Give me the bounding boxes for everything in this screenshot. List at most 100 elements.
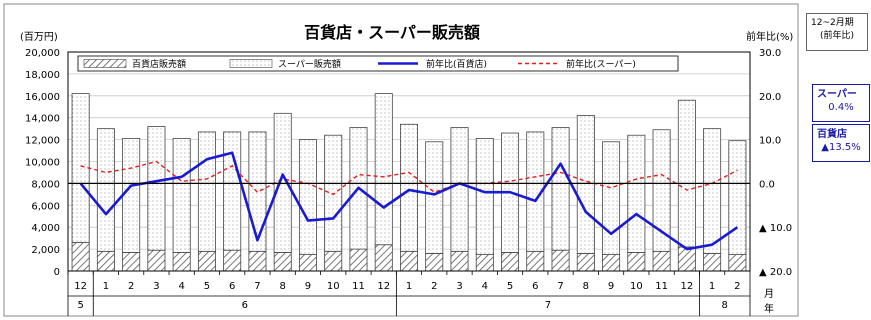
right-tick-label: ▲ 20.0 [759,267,792,278]
month-tick-label: 1 [103,281,109,292]
bar-super [147,126,166,251]
year-unit-label: 年 [764,302,774,315]
bar-super [223,131,242,251]
right-axis-unit: 前年比(%) [746,30,793,43]
month-tick-label: 12 [680,281,693,292]
bar-super [475,138,494,255]
bar-super [298,139,317,255]
bar-dept [450,250,469,272]
left-tick-label: 10,000 [25,158,60,169]
bar-super [677,99,696,248]
bar-super [324,134,343,252]
super-yoy-value: 0.4% [828,102,854,113]
month-unit-label: 月 [764,288,774,300]
bar-super [96,128,115,252]
left-tick-label: 4,000 [31,223,60,234]
month-tick-label: 11 [655,281,668,292]
bar-series [71,93,747,272]
year-label: 6 [242,300,248,311]
dept-yoy-label: 百貨店 [817,129,847,140]
month-tick-label: 1 [709,281,715,292]
bar-dept [551,249,570,272]
bar-super [400,123,418,252]
month-tick-label: 9 [608,281,614,292]
month-tick-label: 7 [254,281,260,292]
left-tick-label: 0 [54,267,60,278]
bar-dept [425,253,444,272]
bar-dept [703,253,722,272]
month-tick-label: 3 [456,281,462,292]
month-tick-label: 7 [557,281,563,292]
bar-dept [122,251,141,272]
month-tick-label: 10 [327,281,340,292]
super-yoy-box: スーパー 0.4% [812,84,870,122]
line-super-yoy [80,160,738,196]
bar-dept [475,254,494,272]
month-tick-label: 6 [229,281,235,292]
bar-super [122,138,141,253]
bar-super [374,93,393,246]
bar-dept [197,250,216,272]
legend-label: 前年比(百貨店) [426,58,487,70]
left-tick-label: 6,000 [31,201,60,212]
month-tick-label: 4 [482,281,488,292]
legend: 百貨店販売額 スーパー販売額 前年比(百貨店) 前年比(スーパー) [77,55,679,72]
dept-yoy-value: ▲13.5% [821,142,861,153]
right-tick-label: 20.0 [759,92,781,103]
bar-dept [324,250,343,272]
left-tick-label: 2,000 [31,245,60,256]
left-tick-label: 18,000 [25,70,60,81]
left-tick-label: 14,000 [25,114,60,125]
left-axis-unit: (百万円) [20,31,58,43]
bar-dept [677,246,696,272]
bar-super [728,140,747,255]
left-tick-label: 16,000 [25,92,60,103]
month-tick-label: 1 [406,281,412,292]
bar-super [703,128,722,254]
bar-dept [172,251,191,272]
year-label: 8 [722,300,728,311]
bar-dept [248,250,267,272]
bar-dept [728,254,747,272]
bar-dept [349,248,368,272]
bar-dept [602,254,621,272]
legend-label: 前年比(スーパー) [566,58,636,70]
left-tick-label: 12,000 [25,136,60,147]
legend-label: スーパー販売額 [278,58,341,70]
bar-dept [147,249,166,272]
bar-dept [652,250,671,272]
year-label: 7 [545,300,551,311]
month-tick-label: 2 [734,281,740,292]
legend-swatch-super [229,59,273,68]
bar-super [652,129,671,252]
right-tick-label: 30.0 [759,48,781,59]
right-tick-label: ▲ 10.0 [759,223,792,234]
right-tick-label: 10.0 [759,136,781,147]
legend-label: 百貨店販売額 [132,58,186,70]
bar-super [526,131,545,252]
month-tick-label: 2 [128,281,134,292]
bar-super [576,115,595,254]
bar-super [172,138,191,253]
month-tick-label: 5 [507,281,513,292]
axes: 0 2,000 4,000 6,000 8,000 10,000 12,000 14,000 1… [25,48,792,316]
bar-super [197,131,216,252]
month-tick-label: 8 [280,281,286,292]
bar-super [627,134,646,253]
bar-dept [298,254,317,272]
bar-dept [374,244,393,272]
bar-super [551,127,570,251]
bar-dept [223,249,242,272]
left-tick-label: 20,000 [25,48,60,59]
bar-dept [71,242,90,272]
bar-dept [576,253,595,272]
month-tick-label: 5 [204,281,210,292]
legend-swatch-dept [83,59,127,68]
month-tick-label: 12 [74,281,87,292]
year-label: 5 [77,300,83,311]
month-tick-label: 2 [431,281,437,292]
bar-dept [526,250,545,272]
month-tick-label: 10 [630,281,643,292]
bar-dept [627,251,646,272]
